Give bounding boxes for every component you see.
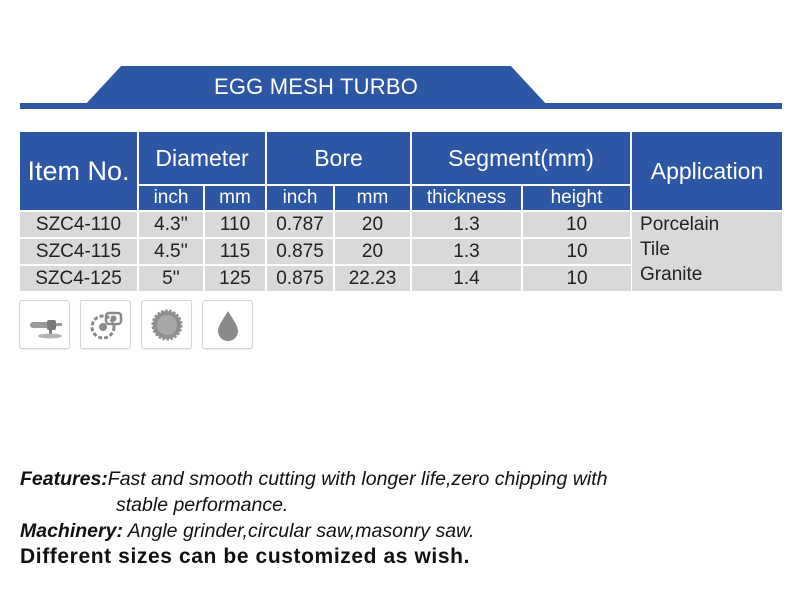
item-number: SZC4-115	[20, 237, 139, 265]
sub-header-height: height	[522, 184, 633, 211]
diameter-mm: 115	[204, 237, 267, 265]
usage-icons	[19, 300, 253, 349]
sub-header-mm: mm	[204, 184, 267, 211]
header-tab	[84, 66, 548, 106]
application-item: Porcelain	[640, 214, 720, 235]
segment-height: 10	[522, 264, 632, 291]
bore-mm: 20	[334, 237, 412, 265]
machinery-line: Machinery: Angle grinder,circular saw,ma…	[20, 518, 780, 544]
segment-thickness: 1.3	[411, 237, 523, 265]
circular-saw-icon	[80, 300, 131, 349]
diameter-inch: 4.3''	[138, 210, 205, 238]
bore-inch: 0.787	[266, 210, 335, 238]
features-label: Features:	[20, 468, 108, 490]
saw-blade-icon	[141, 300, 192, 349]
diameter-mm: 110	[204, 210, 267, 238]
segment-height: 10	[522, 210, 633, 238]
features-text: Fast and smooth cutting with longer life…	[107, 468, 608, 490]
col-header-segment: Segment(mm)	[411, 132, 633, 185]
specs-table: Item No. Diameter Bore Segment(mm) Appli…	[20, 132, 783, 291]
col-header-diameter: Diameter	[138, 132, 267, 185]
description: Features:Fast and smooth cutting with lo…	[20, 466, 780, 570]
features-line-2: stable performance.	[116, 494, 289, 516]
bore-mm: 22.23	[334, 264, 412, 291]
machinery-label: Machinery:	[20, 520, 123, 542]
page-title: EGG MESH TURBO	[213, 74, 419, 99]
sub-header-inch: inch	[138, 184, 205, 211]
diameter-inch: 5''	[138, 264, 205, 291]
table-row: SZC4-110 4.3'' 110 0.787 20 1.3 10 Porce…	[20, 210, 783, 291]
sub-header-inch: inch	[266, 184, 335, 211]
col-header-application: Application	[631, 132, 783, 211]
segment-height: 10	[522, 237, 632, 265]
features-line: Features:Fast and smooth cutting with lo…	[20, 466, 780, 492]
header-rule	[20, 103, 782, 109]
customization-note: Different sizes can be customized as wis…	[20, 545, 470, 568]
application-item: Granite	[640, 264, 703, 285]
sub-header-thickness: thickness	[411, 184, 523, 211]
item-number: SZC4-110	[20, 210, 139, 238]
diameter-inch: 4.5''	[138, 237, 205, 265]
segment-thickness: 1.3	[411, 210, 523, 238]
machinery-text: Angle grinder,circular saw,masonry saw.	[122, 520, 475, 542]
diameter-mm: 125	[204, 264, 267, 291]
bore-inch: 0.875	[266, 264, 335, 291]
bore-mm: 20	[334, 210, 412, 238]
col-header-bore: Bore	[266, 132, 412, 185]
table-row: SZC4-125 5'' 125 0.875 22.23 1.4 10	[20, 264, 782, 291]
angle-grinder-icon	[19, 300, 70, 349]
water-drop-icon	[202, 300, 253, 349]
sub-header-mm: mm	[334, 184, 412, 211]
bore-inch: 0.875	[266, 237, 335, 265]
item-number: SZC4-125	[20, 264, 139, 291]
application-item: Tile	[640, 239, 670, 260]
application-list: Porcelain Tile Granite	[631, 210, 783, 291]
segment-thickness: 1.4	[411, 264, 523, 291]
col-header-item: Item No.	[20, 132, 139, 211]
table-row: SZC4-115 4.5'' 115 0.875 20 1.3 10	[20, 237, 782, 265]
